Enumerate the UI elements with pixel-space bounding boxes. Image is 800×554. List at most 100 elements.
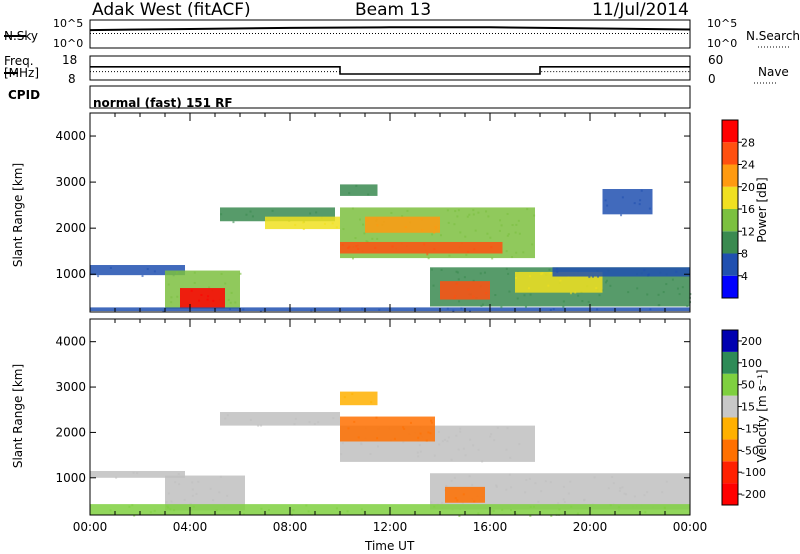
velocity-scatter-region-speck xyxy=(557,502,560,505)
y-tick-label: 1000 xyxy=(55,471,86,485)
power-scatter-region-speck xyxy=(347,247,350,250)
power-scatter-region-speck xyxy=(636,287,639,290)
velocity-scatter-region-speck xyxy=(128,505,131,508)
velocity-scatter-region-speck xyxy=(456,499,459,502)
velocity-scatter-region-speck xyxy=(409,421,412,424)
power-scatter-region-speck xyxy=(259,310,262,313)
cpid-label: CPID xyxy=(8,88,41,102)
power-scatter-region-speck xyxy=(378,308,381,311)
velocity-scatter-region-speck xyxy=(260,507,263,510)
x-tick-label: 00:00 xyxy=(673,520,708,534)
power-scatter-region-speck xyxy=(647,274,650,277)
power-scatter-region xyxy=(602,189,653,215)
power-colorbar-swatch xyxy=(722,253,738,276)
power-scatter-region-speck xyxy=(175,271,178,274)
velocity-scatter-region-speck xyxy=(226,414,229,417)
velocity-scatter-region-speck xyxy=(472,444,475,447)
velocity-scatter-region-speck xyxy=(166,505,169,508)
power-scatter-region-speck xyxy=(621,196,624,199)
freq-left-tick-top: 18 xyxy=(62,53,78,67)
velocity-colorbar-tick-label: -50 xyxy=(741,444,759,457)
velocity-scatter-region-speck xyxy=(341,442,344,445)
cpid-panel-frame xyxy=(89,85,691,109)
velocity-scatter-region-speck xyxy=(457,448,460,451)
velocity-scatter-region-speck xyxy=(489,435,492,438)
power-scatter-region-speck xyxy=(434,227,437,230)
velocity-colorbar-swatch xyxy=(722,330,738,352)
power-scatter-region-speck xyxy=(515,223,518,226)
power-scatter-region-speck xyxy=(433,248,436,251)
velocity-scatter-region-speck xyxy=(136,472,139,475)
power-scatter-region-speck xyxy=(109,266,112,269)
power-scatter-region-speck xyxy=(341,243,344,246)
power-scatter-region-speck xyxy=(485,210,488,213)
power-scatter-region-speck xyxy=(605,279,608,282)
velocity-scatter-region-speck xyxy=(505,488,508,491)
velocity-scatter-region-speck xyxy=(218,491,221,494)
power-scatter-region-speck xyxy=(371,237,374,240)
cpid-value: normal (fast) 151 RF xyxy=(93,96,233,110)
power-scatter-region-speck xyxy=(604,199,607,202)
power-scatter-region-speck xyxy=(208,286,211,289)
power-scatter-region-speck xyxy=(426,253,429,256)
freq-panel-frame xyxy=(89,55,691,81)
velocity-colorbar-frame xyxy=(721,329,739,506)
power-scatter-region-speck xyxy=(477,211,480,214)
power-scatter-region-speck xyxy=(604,281,607,284)
power-scatter-region-speck xyxy=(352,257,355,260)
velocity-scatter-region-speck xyxy=(447,436,450,439)
power-scatter-region-speck xyxy=(479,272,482,275)
velocity-colorbar-swatch xyxy=(722,395,738,418)
power-scatter-region-speck xyxy=(591,275,594,278)
velocity-scatter-region-speck xyxy=(430,501,433,504)
velocity-scatter-region-speck xyxy=(643,494,646,497)
velocity-scatter-region-speck xyxy=(167,492,170,495)
velocity-scatter-region-speck xyxy=(377,445,380,448)
power-scatter-region-speck xyxy=(242,308,245,311)
y-tick-label: 4000 xyxy=(55,129,86,143)
power-scatter-region-speck xyxy=(649,308,652,311)
power-scatter-region-speck xyxy=(588,276,591,279)
velocity-scatter-region-speck xyxy=(429,432,432,435)
power-scatter-region-speck xyxy=(675,270,678,273)
velocity-scatter-region-speck xyxy=(477,448,480,451)
velocity-scatter-region-speck xyxy=(633,495,636,498)
power-scatter-region-speck xyxy=(239,272,242,275)
power-scatter-region-speck xyxy=(491,257,494,260)
velocity-scatter-region-speck xyxy=(471,483,474,486)
power-scatter-region-speck xyxy=(447,221,450,224)
velocity-scatter-region-speck xyxy=(433,454,436,457)
power-scatter-region-speck xyxy=(531,243,534,246)
velocity-scatter-region-speck xyxy=(416,451,419,454)
velocity-scatter-region-speck xyxy=(550,514,553,517)
velocity-colorbar-tick-label: -200 xyxy=(741,488,766,501)
velocity-scatter-region-speck xyxy=(490,433,493,436)
velocity-colorbar-swatch xyxy=(722,439,738,462)
velocity-scatter-region-speck xyxy=(417,436,420,439)
power-scatter-region-speck xyxy=(473,248,476,251)
power-scatter-region-speck xyxy=(354,237,357,240)
power-scatter-region-speck xyxy=(310,309,313,312)
velocity-scatter-region-speck xyxy=(427,431,430,434)
velocity-scatter-region-speck xyxy=(268,508,271,511)
velocity-colorbar-tick-label: 15 xyxy=(741,401,755,414)
power-scatter-region-speck xyxy=(452,309,455,312)
velocity-scatter-region-speck xyxy=(464,454,467,457)
power-scatter-region-speck xyxy=(197,299,200,302)
power-scatter-region-speck xyxy=(433,231,436,234)
velocity-scatter-region-speck xyxy=(524,491,527,494)
velocity-scatter-region-speck xyxy=(173,509,176,512)
x-tick-label: 08:00 xyxy=(273,520,308,534)
power-scatter-region-speck xyxy=(481,303,484,306)
velocity-scatter-region-speck xyxy=(357,436,360,439)
velocity-scatter-region-speck xyxy=(294,417,297,420)
power-scatter-region-speck xyxy=(489,236,492,239)
power-scatter-region-speck xyxy=(406,209,409,212)
power-scatter-region-speck xyxy=(640,189,643,192)
power-scatter-region-speck xyxy=(483,271,486,274)
power-scatter-region-speck xyxy=(200,294,203,297)
velocity-scatter-region-speck xyxy=(453,476,456,479)
velocity-scatter-region-speck xyxy=(417,455,420,458)
velocity-colorbar-tick-label: 200 xyxy=(741,335,762,348)
